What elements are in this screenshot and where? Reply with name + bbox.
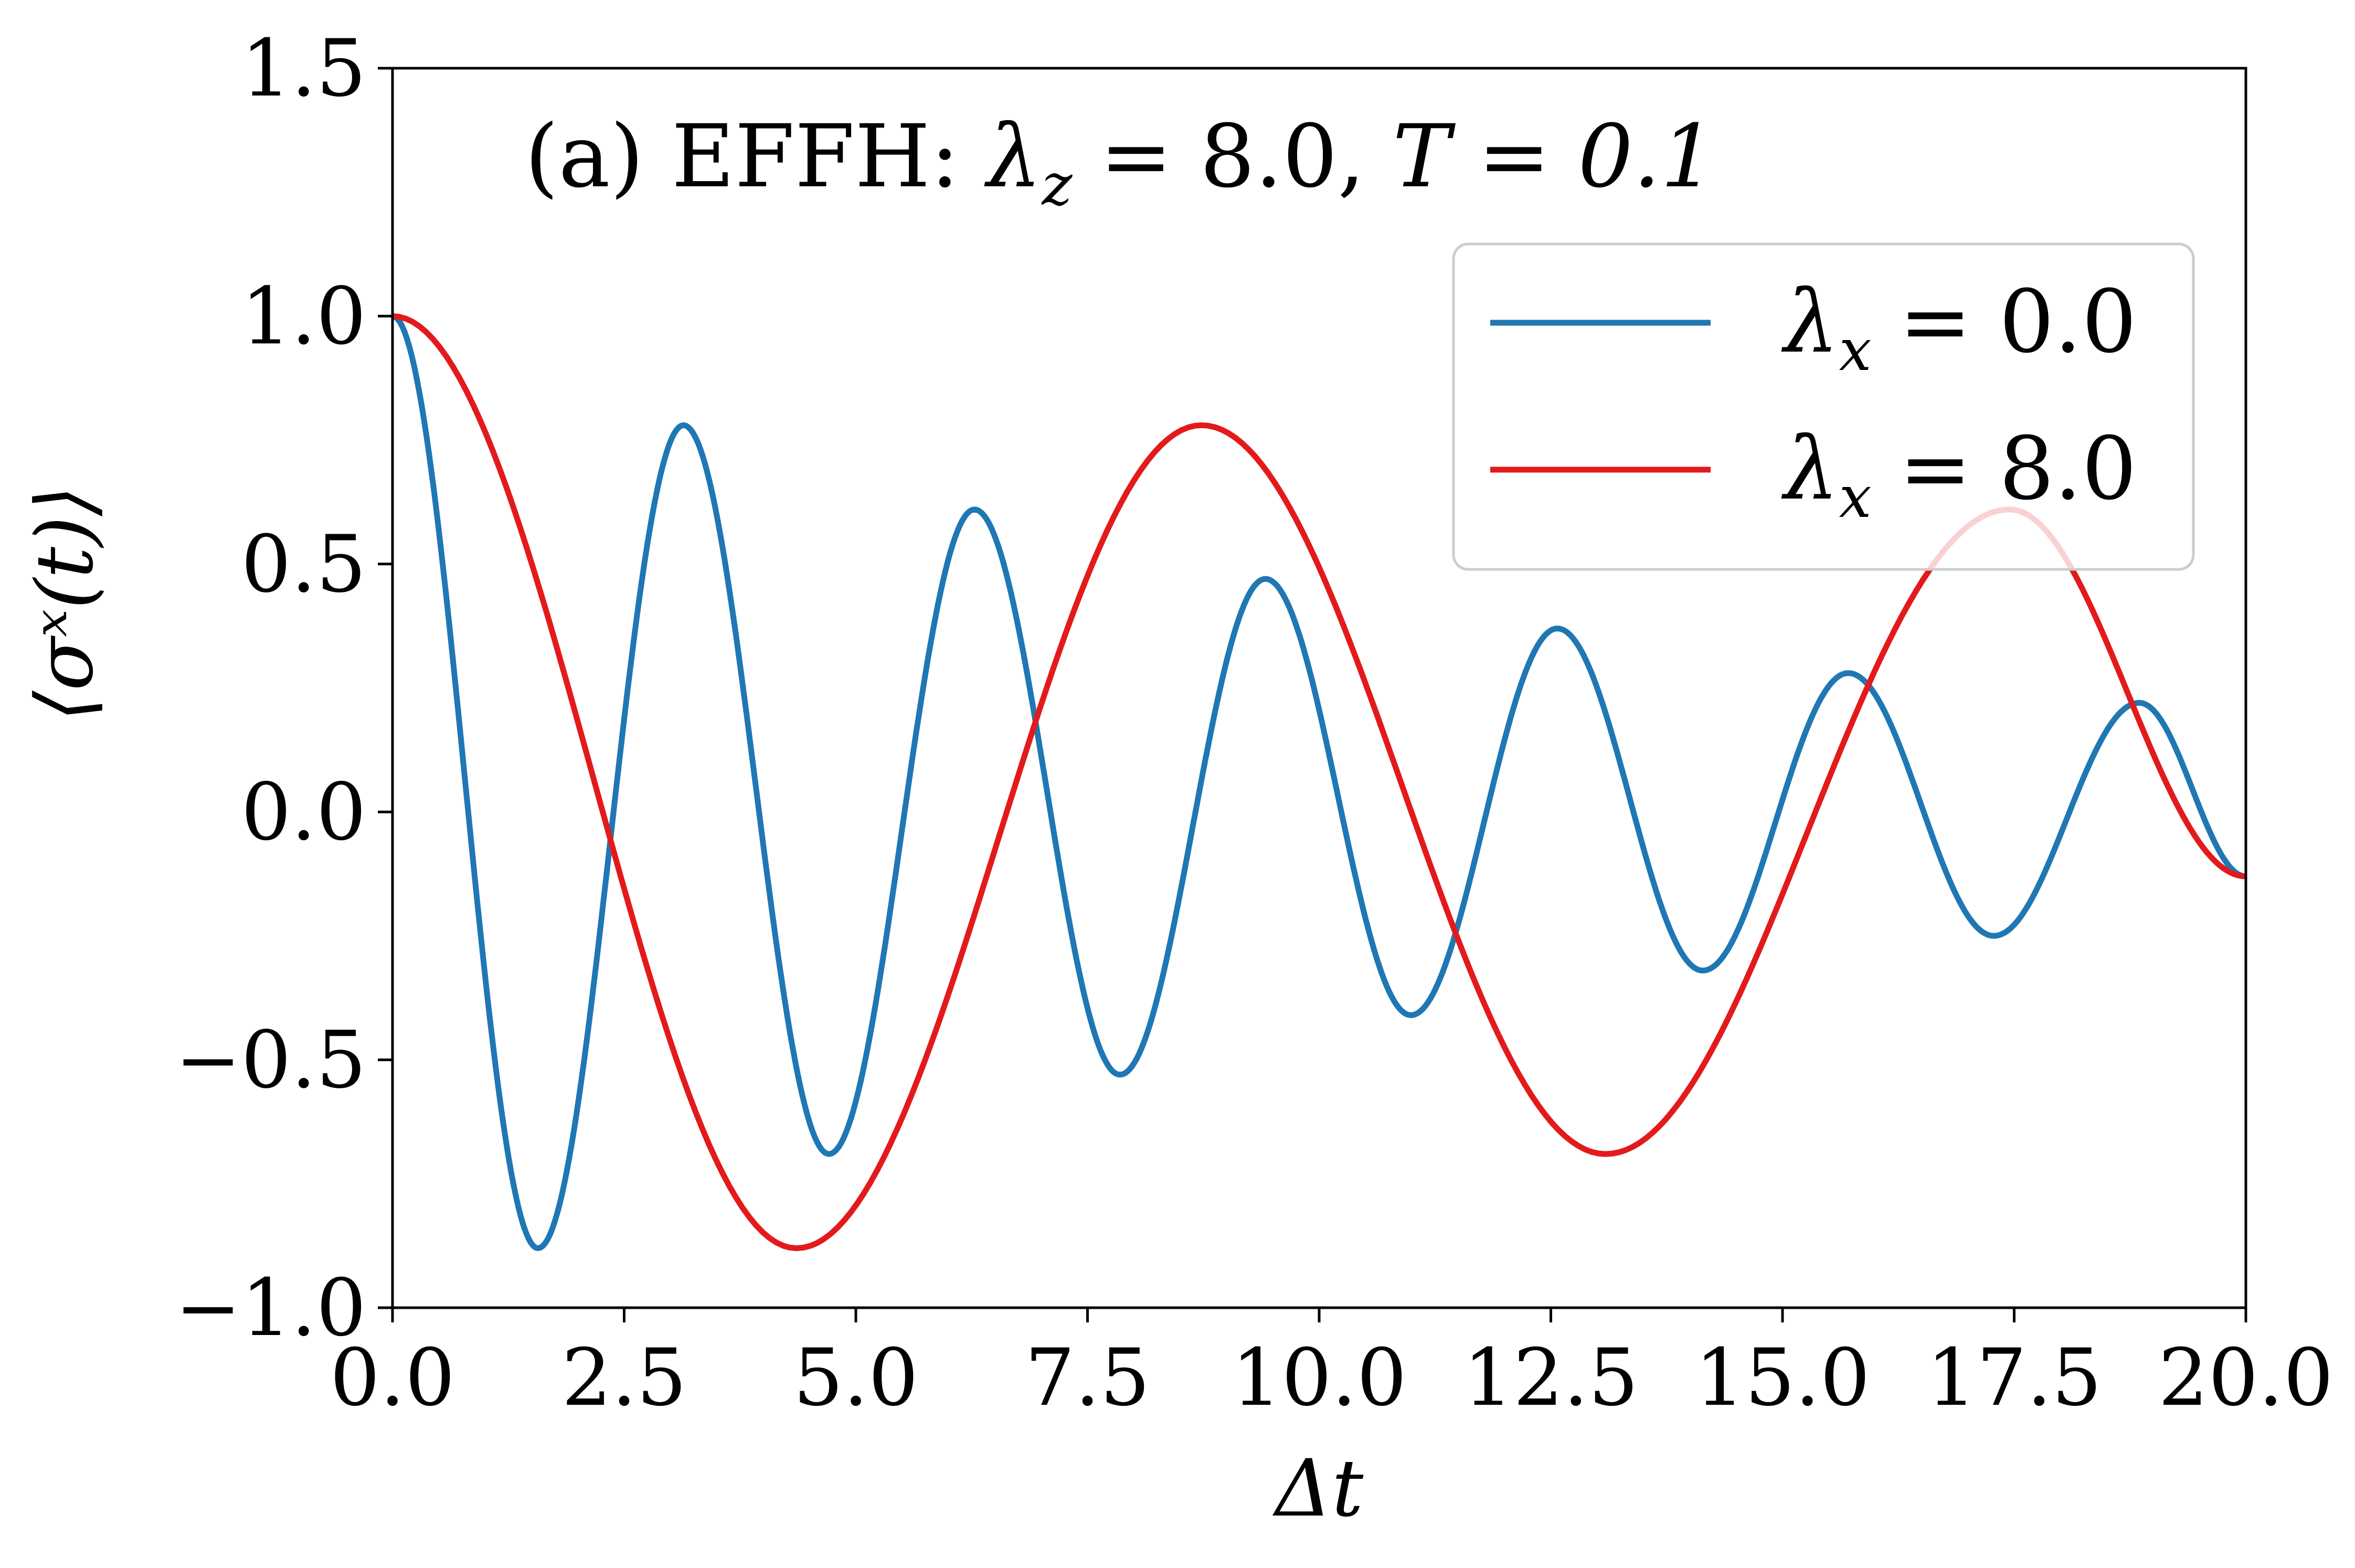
x-axis-label: Δt xyxy=(1272,1443,1364,1534)
y-tick-label: 0.5 xyxy=(241,519,366,610)
x-tick-label: 20.0 xyxy=(2158,1332,2333,1424)
y-tick-label: −0.5 xyxy=(175,1015,366,1106)
legend-1-symbol: λ xyxy=(1781,418,1839,519)
legend: λx = 0.0 λx = 8.0 xyxy=(1452,242,2195,571)
x-tick-label: 5.0 xyxy=(793,1332,919,1424)
annotation-lambda: λ xyxy=(984,106,1042,207)
annotation-prefix: (a) EFFH: xyxy=(525,106,987,207)
legend-0-sub: x xyxy=(1839,316,1872,384)
annotation-lambda-value: = 8.0, xyxy=(1072,106,1392,207)
y-tick-label: 1.0 xyxy=(241,271,366,362)
legend-label-lambda-x-0: λx = 0.0 xyxy=(1781,271,2137,384)
y-tick-label: −1.0 xyxy=(175,1263,366,1354)
x-axis: 0.0 2.5 5.0 7.5 10.0 12.5 15.0 17.5 20.0 xyxy=(330,1308,2333,1424)
y-tick-label: 0.0 xyxy=(241,767,366,858)
x-tick-label: 0.0 xyxy=(330,1332,455,1424)
legend-1-value: = 8.0 xyxy=(1872,418,2137,519)
y-axis-label: ⟨σˣ(t)⟩ xyxy=(19,485,111,722)
legend-0-value: = 0.0 xyxy=(1872,271,2137,372)
legend-1-sub: x xyxy=(1839,463,1872,531)
series-line-0 xyxy=(391,313,2247,1252)
annotation-temperature: T = 0.1 xyxy=(1393,106,1716,207)
annotation-lambda-sub: z xyxy=(1041,151,1073,218)
x-tick-label: 10.0 xyxy=(1232,1332,1407,1424)
x-tick-label: 15.0 xyxy=(1695,1332,1870,1424)
x-tick-label: 2.5 xyxy=(561,1332,687,1424)
x-tick-label: 7.5 xyxy=(1025,1332,1150,1424)
y-axis: −1.0 −0.5 0.0 0.5 1.0 1.5 xyxy=(175,23,393,1354)
x-tick-label: 17.5 xyxy=(1927,1332,2102,1424)
legend-0-symbol: λ xyxy=(1781,271,1839,372)
y-tick-label: 1.5 xyxy=(241,23,366,114)
legend-label-lambda-x-8: λx = 8.0 xyxy=(1781,418,2137,531)
panel-annotation: (a) EFFH: λz = 8.0, T = 0.1 xyxy=(525,106,1716,218)
x-tick-label: 12.5 xyxy=(1463,1332,1639,1424)
